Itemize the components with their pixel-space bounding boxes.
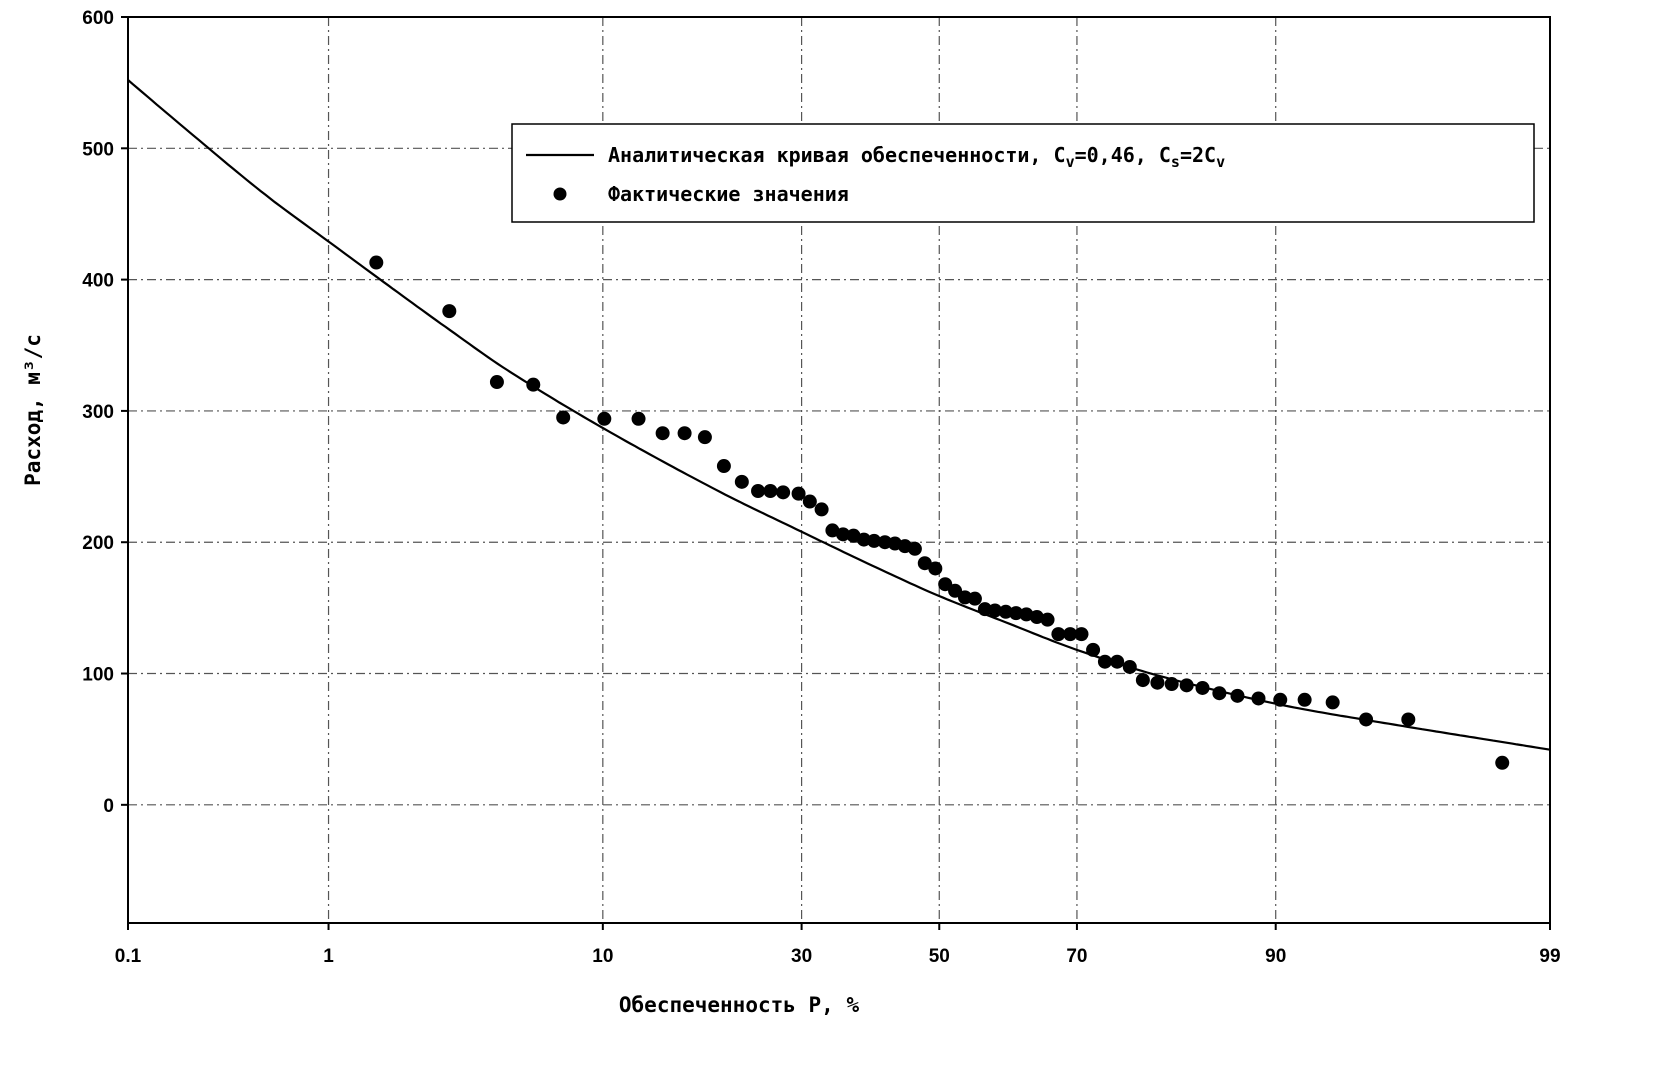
y-tick-label: 500 — [82, 139, 114, 160]
data-point — [1122, 659, 1137, 674]
data-point — [1179, 678, 1194, 693]
data-point — [1495, 755, 1510, 770]
data-point — [489, 375, 504, 390]
data-point — [526, 377, 541, 392]
data-point — [836, 527, 851, 542]
data-point — [1401, 712, 1416, 727]
data-point — [967, 591, 982, 606]
data-point — [998, 604, 1013, 619]
data-point — [907, 541, 922, 556]
legend-text-part: =2C — [1180, 143, 1216, 167]
series-layer — [127, 79, 1551, 770]
data-point — [716, 459, 731, 474]
legend: Аналитическая кривая обеспеченности, Cv=… — [511, 123, 1535, 223]
data-point — [369, 255, 384, 270]
data-point — [1029, 610, 1044, 625]
data-point — [1019, 607, 1034, 622]
legend-text-part: Аналитическая кривая обеспеченности, C — [608, 143, 1066, 167]
x-tick-label: 1 — [323, 946, 334, 967]
data-point — [1074, 627, 1089, 642]
data-point — [938, 577, 953, 592]
data-point — [1051, 627, 1066, 642]
data-point — [1230, 688, 1245, 703]
data-point — [655, 426, 670, 441]
data-point — [442, 304, 457, 319]
y-tick-label: 0 — [103, 796, 114, 817]
legend-box — [511, 123, 1535, 223]
data-point — [856, 532, 871, 547]
data-point — [1063, 627, 1078, 642]
legend-subscript: v — [1216, 153, 1225, 171]
data-point — [1135, 673, 1150, 688]
data-point — [948, 583, 963, 598]
data-point — [1009, 606, 1024, 621]
legend-curve-label: Аналитическая кривая обеспеченности, Cv=… — [608, 143, 1225, 171]
data-point — [1212, 686, 1227, 701]
data-point — [802, 494, 817, 509]
plot-frame — [127, 16, 1551, 924]
x-tick-label: 99 — [1539, 946, 1560, 967]
legend-text-part: =0,46, C — [1075, 143, 1171, 167]
data-point — [917, 556, 932, 571]
data-point — [791, 486, 806, 501]
grid — [128, 17, 1550, 923]
analytic-curve — [127, 79, 1551, 751]
legend-points-label: Фактические значения — [608, 182, 849, 206]
data-point — [867, 533, 882, 548]
x-tick-label: 0.1 — [115, 946, 142, 967]
x-tick-label: 10 — [592, 946, 613, 967]
data-point — [1325, 695, 1340, 710]
data-point — [1164, 677, 1179, 692]
y-axis-title: Расход, м³/с — [21, 334, 45, 486]
data-point — [825, 523, 840, 538]
data-point — [776, 485, 791, 500]
legend-marker-swatch — [553, 187, 567, 201]
data-point — [1086, 642, 1101, 657]
data-point — [597, 411, 612, 426]
data-point — [697, 430, 712, 445]
data-point — [1359, 712, 1374, 727]
y-tick-label: 600 — [82, 8, 114, 29]
data-point — [1097, 654, 1112, 669]
data-point — [1297, 692, 1312, 707]
y-tick-label: 400 — [82, 271, 114, 292]
data-point — [677, 426, 692, 441]
y-tick-label: 200 — [82, 533, 114, 554]
x-tick-label: 90 — [1265, 946, 1286, 967]
x-tick-label: 30 — [791, 946, 812, 967]
data-point — [1150, 675, 1165, 690]
data-point — [1251, 691, 1266, 706]
data-point — [751, 484, 766, 499]
data-point — [734, 474, 749, 489]
data-point — [1040, 612, 1055, 627]
y-tick-label: 100 — [82, 665, 114, 686]
data-point — [1110, 654, 1125, 669]
legend-subscript: v — [1066, 153, 1075, 171]
data-point — [1273, 692, 1288, 707]
data-point — [556, 410, 571, 425]
legend-subscript: s — [1171, 153, 1180, 171]
y-tick-label: 300 — [82, 402, 114, 423]
data-point — [1195, 680, 1210, 695]
data-point — [763, 484, 778, 499]
x-tick-label: 70 — [1066, 946, 1087, 967]
x-axis-title: Обеспеченность P, % — [619, 993, 860, 1017]
data-point — [987, 603, 1002, 618]
data-point — [928, 561, 943, 576]
x-tick-label: 50 — [929, 946, 950, 967]
data-point — [814, 502, 829, 517]
axes: 0 100 200 300 400 500 600 0.1 1 10 30 50 70 90 99 Обесп… — [21, 8, 1561, 1017]
data-point — [631, 411, 646, 426]
